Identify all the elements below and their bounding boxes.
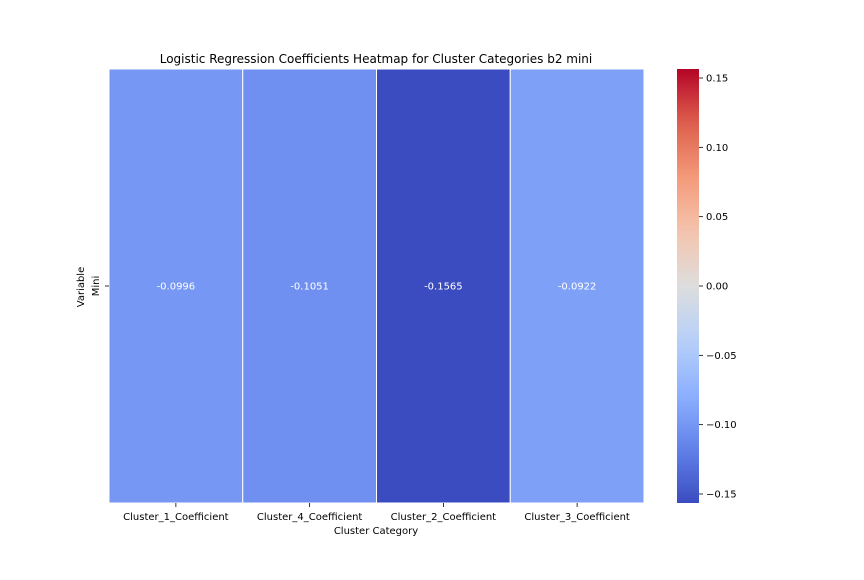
cell-annotation: -0.0996: [157, 282, 196, 293]
y-tick-label: Mini: [91, 276, 102, 297]
y-axis: Mini: [91, 276, 109, 297]
heatmap-cell: [509, 68, 645, 504]
colorbar-tick-label: 0.05: [706, 212, 728, 223]
y-axis-label: Variable: [76, 267, 87, 308]
cell-annotations: -0.0996 -0.1051 -0.1565 -0.0922: [157, 282, 597, 293]
chart-title: Logistic Regression Coefficients Heatmap…: [160, 52, 593, 66]
cell-annotation: -0.0922: [558, 282, 597, 293]
x-tick-label: Cluster_1_Coefficient: [123, 512, 229, 523]
colorbar-tick-label: 0.00: [706, 282, 728, 293]
heatmap-cell: [108, 68, 244, 504]
colorbar-gradient: [677, 69, 699, 503]
colorbar-tick-label: 0.10: [706, 143, 728, 154]
colorbar: 0.15 0.10 0.05 0.00 −0.05 −0.10 −0.15: [677, 69, 737, 503]
colorbar-tick-label: −0.05: [706, 351, 737, 362]
cell-annotation: -0.1051: [290, 282, 329, 293]
heatmap-cell: [242, 68, 377, 504]
heatmap-cells: [108, 68, 645, 504]
colorbar-tick-label: −0.10: [706, 420, 737, 431]
heatmap-cell: [376, 68, 511, 504]
colorbar-tick-label: 0.15: [706, 74, 728, 85]
x-tick-label: Cluster_2_Coefficient: [391, 512, 497, 523]
x-axis: Cluster_1_Coefficient Cluster_4_Coefficie…: [123, 503, 630, 523]
x-axis-label: Cluster Category: [334, 526, 418, 537]
x-tick-label: Cluster_4_Coefficient: [257, 512, 363, 523]
colorbar-tick-label: −0.15: [706, 489, 737, 500]
cell-annotation: -0.1565: [424, 282, 463, 293]
x-tick-label: Cluster_3_Coefficient: [524, 512, 630, 523]
